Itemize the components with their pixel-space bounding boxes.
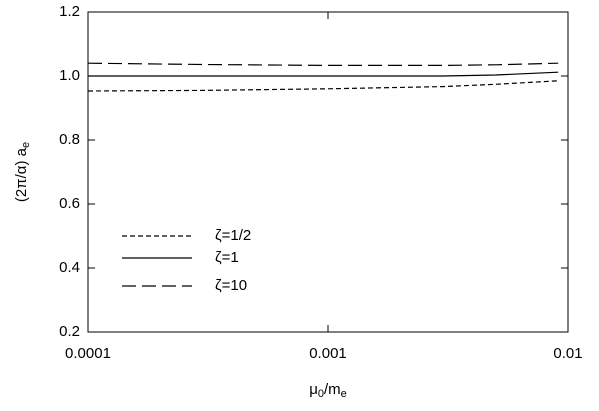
y-tick-label: 1.0 [59, 67, 80, 84]
x-tick-label: 0.001 [309, 345, 347, 362]
legend-label: ζ=1 [215, 249, 239, 266]
y-axis-label-part: e [20, 142, 32, 148]
y-tick-label: 1.2 [59, 3, 80, 20]
x-axis-label-part: e [341, 388, 347, 400]
y-tick-label: 0.4 [59, 259, 80, 276]
x-axis-label-part: μ [309, 381, 318, 398]
series-line [88, 71, 559, 77]
legend-label: ζ=10 [215, 277, 247, 294]
series-line [87, 80, 559, 92]
plot-frame [87, 11, 569, 333]
y-tick-label: 0.6 [59, 195, 80, 212]
y-axis-label: (2π/α) ae [13, 142, 32, 202]
y-tick-label: 0.8 [59, 131, 80, 148]
series-line [87, 62, 559, 67]
x-tick-label: 0.0001 [65, 345, 111, 362]
y-axis-label-part: (2π/α) a [13, 147, 30, 202]
y-tick-label: 0.2 [59, 323, 80, 340]
x-axis-label-part: 0 [318, 388, 324, 400]
x-tick-label: 0.01 [553, 345, 582, 362]
legend-label: ζ=1/2 [215, 227, 251, 244]
x-axis-label: μ0/me [309, 381, 347, 400]
x-axis-label-part: /m [324, 381, 341, 398]
